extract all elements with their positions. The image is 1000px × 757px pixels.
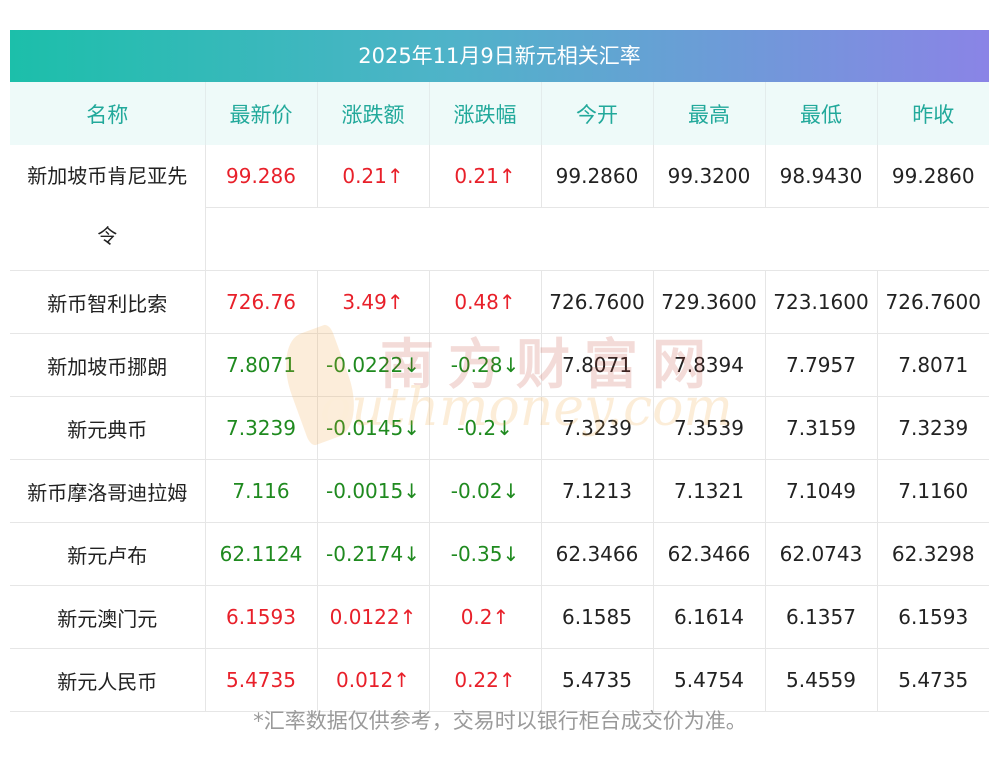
header-name: 名称 <box>10 82 206 145</box>
cell-high: 7.3539 <box>653 396 766 460</box>
table-title: 2025年11月9日新元相关汇率 <box>10 30 989 82</box>
row-continuation-spacer <box>205 207 989 271</box>
cell-open: 62.3466 <box>541 522 654 586</box>
cell-prev: 7.3239 <box>877 396 989 460</box>
cell-prev: 726.7600 <box>877 270 989 334</box>
header-low: 最低 <box>765 82 878 145</box>
cell-change: 0.012↑ <box>317 648 430 712</box>
cell-pct: -0.2↓ <box>429 396 542 460</box>
table-row: 新元澳门元 6.1593 0.0122↑ 0.2↑ 6.1585 6.1614 6.1357… <box>10 585 989 649</box>
cell-open: 7.1213 <box>541 459 654 523</box>
currency-pair-name: 新元典币 <box>10 396 206 460</box>
header-open: 今开 <box>541 82 654 145</box>
header-prev-close: 昨收 <box>877 82 989 145</box>
cell-open: 6.1585 <box>541 585 654 649</box>
cell-low: 98.9430 <box>765 145 878 208</box>
header-latest: 最新价 <box>205 82 318 145</box>
table-row: 新元卢布 62.1124 -0.2174↓ -0.35↓ 62.3466 62.3466 6… <box>10 522 989 586</box>
cell-change: 0.21↑ <box>317 145 430 208</box>
cell-change: 0.0122↑ <box>317 585 430 649</box>
cell-high: 729.3600 <box>653 270 766 334</box>
cell-low: 5.4559 <box>765 648 878 712</box>
table-row: 新币摩洛哥迪拉姆 7.116 -0.0015↓ -0.02↓ 7.1213 7.1321 7… <box>10 459 989 523</box>
cell-high: 7.1321 <box>653 459 766 523</box>
cell-latest: 7.3239 <box>205 396 318 460</box>
table-header-row: 名称 最新价 涨跌额 涨跌幅 今开 最高 最低 昨收 <box>10 82 989 145</box>
cell-open: 726.7600 <box>541 270 654 334</box>
cell-latest: 7.116 <box>205 459 318 523</box>
cell-latest: 6.1593 <box>205 585 318 649</box>
currency-pair-name: 新元人民币 <box>10 648 206 712</box>
cell-low: 7.7957 <box>765 333 878 397</box>
cell-pct: -0.02↓ <box>429 459 542 523</box>
cell-pct: 0.48↑ <box>429 270 542 334</box>
cell-low: 723.1600 <box>765 270 878 334</box>
rates-table: 名称 最新价 涨跌额 涨跌幅 今开 最高 最低 昨收 新加坡币肯尼亚先令 99.2… <box>10 82 989 712</box>
cell-prev: 62.3298 <box>877 522 989 586</box>
cell-open: 7.3239 <box>541 396 654 460</box>
cell-change: -0.0015↓ <box>317 459 430 523</box>
header-change: 涨跌额 <box>317 82 430 145</box>
cell-pct: 0.21↑ <box>429 145 542 208</box>
footnote: *汇率数据仅供参考，交易时以银行柜台成交价为准。 <box>253 709 747 733</box>
cell-open: 5.4735 <box>541 648 654 712</box>
cell-latest: 726.76 <box>205 270 318 334</box>
cell-prev: 6.1593 <box>877 585 989 649</box>
table-row: 新元典币 7.3239 -0.0145↓ -0.2↓ 7.3239 7.3539 7.315… <box>10 396 989 460</box>
currency-pair-name: 新元澳门元 <box>10 585 206 649</box>
cell-pct: -0.35↓ <box>429 522 542 586</box>
currency-pair-name: 新币摩洛哥迪拉姆 <box>10 459 206 523</box>
table-row: 新元人民币 5.4735 0.012↑ 0.22↑ 5.4735 5.4754 5.4559… <box>10 648 989 712</box>
cell-pct: 0.22↑ <box>429 648 542 712</box>
cell-prev: 5.4735 <box>877 648 989 712</box>
cell-change: -0.2174↓ <box>317 522 430 586</box>
cell-latest: 5.4735 <box>205 648 318 712</box>
cell-open: 99.2860 <box>541 145 654 208</box>
cell-low: 7.3159 <box>765 396 878 460</box>
table-row-continuation <box>10 207 989 271</box>
cell-high: 62.3466 <box>653 522 766 586</box>
cell-low: 7.1049 <box>765 459 878 523</box>
cell-latest: 99.286 <box>205 145 318 208</box>
cell-pct: -0.28↓ <box>429 333 542 397</box>
cell-low: 62.0743 <box>765 522 878 586</box>
currency-pair-name: 新元卢布 <box>10 522 206 586</box>
cell-prev: 99.2860 <box>877 145 989 208</box>
currency-pair-name: 新加坡币肯尼亚先令 <box>10 145 206 271</box>
table-row: 新加坡币挪朗 7.8071 -0.0222↓ -0.28↓ 7.8071 7.8394 7.… <box>10 333 989 397</box>
cell-prev: 7.8071 <box>877 333 989 397</box>
cell-low: 6.1357 <box>765 585 878 649</box>
cell-prev: 7.1160 <box>877 459 989 523</box>
rates-table-container: 2025年11月9日新元相关汇率 名称 最新价 涨跌额 涨跌幅 今开 最高 最低… <box>10 30 989 712</box>
header-change-pct: 涨跌幅 <box>429 82 542 145</box>
cell-latest: 62.1124 <box>205 522 318 586</box>
cell-change: -0.0222↓ <box>317 333 430 397</box>
cell-change: -0.0145↓ <box>317 396 430 460</box>
cell-high: 7.8394 <box>653 333 766 397</box>
header-high: 最高 <box>653 82 766 145</box>
currency-pair-name: 新币智利比索 <box>10 270 206 334</box>
cell-pct: 0.2↑ <box>429 585 542 649</box>
cell-high: 99.3200 <box>653 145 766 208</box>
cell-open: 7.8071 <box>541 333 654 397</box>
table-row: 新币智利比索 726.76 3.49↑ 0.48↑ 726.7600 729.3600 72… <box>10 270 989 334</box>
table-row: 新加坡币肯尼亚先令 99.286 0.21↑ 0.21↑ 99.2860 99.3200 9… <box>10 145 989 271</box>
cell-high: 6.1614 <box>653 585 766 649</box>
cell-latest: 7.8071 <box>205 333 318 397</box>
cell-high: 5.4754 <box>653 648 766 712</box>
cell-change: 3.49↑ <box>317 270 430 334</box>
currency-pair-name: 新加坡币挪朗 <box>10 333 206 397</box>
